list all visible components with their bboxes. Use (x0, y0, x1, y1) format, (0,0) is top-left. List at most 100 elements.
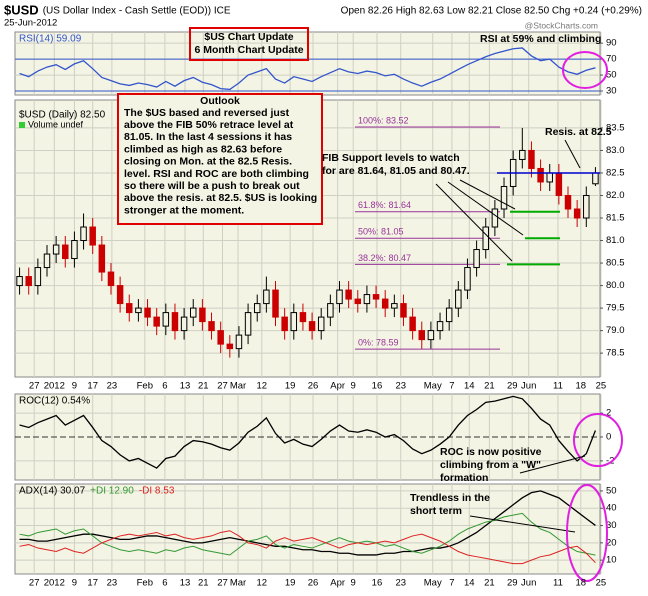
candle-body (34, 267, 42, 287)
x-tick-label: 25 (596, 578, 607, 589)
x-tick-label: 27 (29, 381, 40, 392)
candle-body (299, 312, 307, 323)
highlight (562, 51, 608, 89)
candle-body (107, 271, 115, 287)
x-tick-label: 29 (507, 578, 518, 589)
annotations: $US Chart Update 6 Month Chart Update Ou… (117, 27, 623, 582)
candle-body (391, 303, 398, 309)
note-text: Trendless in the (410, 492, 490, 504)
x-tick-label: 16 (372, 578, 383, 589)
x-tick-label: 23 (107, 578, 118, 589)
outlook-text: above the FIB 50% retrace level at (124, 119, 294, 131)
y-tick-label: 90 (606, 38, 617, 49)
candle-body (564, 194, 572, 210)
legend-label: -DI 8.53 (139, 486, 175, 497)
x-tick-label: 7 (449, 578, 454, 589)
note-text: formation (440, 472, 488, 484)
candle-body (43, 253, 51, 269)
x-tick-label: Feb (137, 578, 153, 589)
note-text: ROC is now positive (440, 446, 542, 458)
y-tick-label: 10 (606, 555, 617, 566)
x-tick-label: 14 (464, 381, 475, 392)
candle-body (372, 294, 380, 300)
y-tick-label: 79.5 (606, 303, 625, 314)
y-tick-label: 40 (606, 503, 617, 514)
candle-body (244, 312, 252, 336)
x-tick-label: 25 (596, 381, 607, 392)
candle-body (281, 316, 288, 332)
x-tick-label: 13 (180, 578, 191, 589)
candle-body (171, 312, 179, 332)
x-tick-label: 19 (285, 381, 296, 392)
legend-label: ROC(12) 0.54% (19, 396, 90, 407)
y-tick-label: 80.5 (606, 258, 625, 269)
x-tick-label: May (424, 578, 442, 589)
candle-body (263, 289, 270, 305)
x-tick-label: 26 (308, 578, 319, 589)
note-text: RSI at 59% and climbing (480, 33, 601, 45)
legend-label: ADX(14) 30.07 (19, 486, 86, 497)
series-line (19, 512, 596, 556)
outlook-text: closing on Mon. at the 82.5 Resis. (124, 156, 292, 168)
x-tick-label: 21 (198, 381, 209, 392)
candle-body (153, 316, 160, 327)
candle-body (162, 312, 170, 327)
x-tick-label: 9 (72, 381, 77, 392)
candle-body (290, 312, 298, 332)
candle-body (573, 208, 581, 219)
x-tick-label: 16 (372, 381, 383, 392)
x-tick-label: Jun (521, 578, 536, 589)
candle-body (135, 307, 142, 314)
outlook-title: Outlook (200, 95, 240, 107)
note-text: $US Chart Update (204, 31, 293, 43)
candle-body (345, 289, 352, 300)
panel: 2 0 -2 ROC(12) 0.54% (14, 393, 614, 481)
candle-body (546, 172, 553, 183)
x-tick-label: 27 (217, 381, 228, 392)
x-tick-label: 14 (464, 578, 475, 589)
y-tick-label: 83.0 (606, 145, 625, 156)
x-tick-label: 11 (553, 578, 563, 589)
candle-body (89, 226, 96, 246)
candle-body (445, 307, 453, 323)
candle-body (555, 172, 563, 196)
candle-body (592, 172, 599, 185)
outlook-text: above the resis. at 82.5. $US is looking (124, 192, 317, 204)
fib-label: 38.2%: 80.47 (358, 253, 411, 263)
x-tick-label: 29 (507, 381, 518, 392)
note-text: Resis. at 82.5 (545, 126, 612, 138)
candle-body (381, 298, 389, 309)
candle-body (363, 294, 371, 305)
candle-body (491, 208, 499, 228)
arrow (469, 515, 576, 533)
x-tick-label: 9 (351, 381, 356, 392)
candle-body (272, 289, 279, 318)
candle-body (190, 307, 197, 318)
x-tick-label: 13 (180, 381, 191, 392)
x-tick-label: 27 (217, 578, 228, 589)
fib-label: 50%: 81.05 (358, 227, 404, 237)
x-tick-label: 6 (162, 381, 167, 392)
x-tick-label: 23 (395, 578, 406, 589)
x-tick-label: May (424, 381, 442, 392)
outlook-text: stronger at the moment. (124, 204, 244, 216)
x-tick-label: 27 (29, 578, 40, 589)
candle-body (217, 330, 224, 345)
x-tick-label: Feb (137, 381, 153, 392)
y-tick-label: 50 (606, 70, 617, 81)
y-tick-label: 30 (606, 86, 617, 97)
y-tick-label: 82.5 (606, 167, 625, 178)
candle-body (436, 321, 444, 332)
candle-body (98, 244, 106, 273)
candle-body (336, 289, 343, 305)
y-tick-label: 80.0 (606, 280, 625, 291)
x-tick-label: 2012 (44, 578, 65, 589)
outlook-text: so there will be a push to break out (124, 180, 300, 192)
x-tick-label: 9 (72, 578, 77, 589)
x-tick-label: 21 (198, 578, 209, 589)
date: 25-Jun-2012 (4, 18, 57, 29)
candle-body (226, 343, 234, 350)
subtitle: Volume undef (28, 119, 84, 129)
candle-body (418, 330, 425, 341)
y-tick-label: 79.0 (606, 325, 625, 336)
